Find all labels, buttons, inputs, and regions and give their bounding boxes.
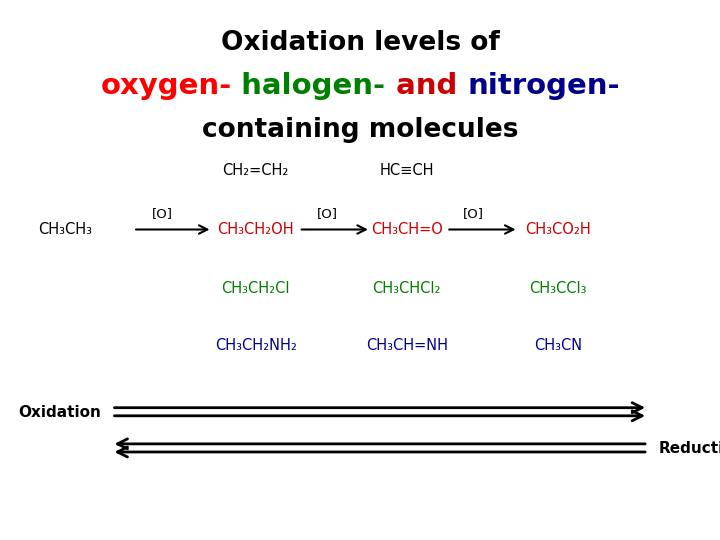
Text: Oxidation levels of: Oxidation levels of	[220, 30, 500, 56]
Text: Oxidation: Oxidation	[18, 404, 101, 420]
Text: Reduction: Reduction	[659, 441, 720, 456]
Text: CH₃CO₂H: CH₃CO₂H	[525, 222, 591, 237]
Text: CH₃CHCl₂: CH₃CHCl₂	[372, 281, 441, 296]
Text: [O]: [O]	[463, 207, 485, 220]
Text: HC≡CH: HC≡CH	[379, 163, 434, 178]
Text: [O]: [O]	[317, 207, 338, 220]
Text: CH₃CH₂Cl: CH₃CH₂Cl	[221, 281, 290, 296]
Text: CH₂=CH₂: CH₂=CH₂	[222, 163, 289, 178]
Text: halogen-: halogen-	[232, 72, 386, 100]
Text: nitrogen-: nitrogen-	[467, 72, 620, 100]
Text: CH₃CH₂OH: CH₃CH₂OH	[217, 222, 294, 237]
Text: CH₃CN: CH₃CN	[534, 338, 582, 353]
Text: oxygen-: oxygen-	[100, 72, 232, 100]
Text: CH₃CH₃: CH₃CH₃	[37, 222, 92, 237]
Text: CH₃CH=O: CH₃CH=O	[371, 222, 443, 237]
Text: [O]: [O]	[151, 207, 173, 220]
Text: CH₃CCl₃: CH₃CCl₃	[529, 281, 587, 296]
Text: CH₃CH₂NH₂: CH₃CH₂NH₂	[215, 338, 297, 353]
Text: CH₃CH=NH: CH₃CH=NH	[366, 338, 448, 353]
Text: and: and	[386, 72, 467, 100]
Text: containing molecules: containing molecules	[202, 117, 518, 143]
